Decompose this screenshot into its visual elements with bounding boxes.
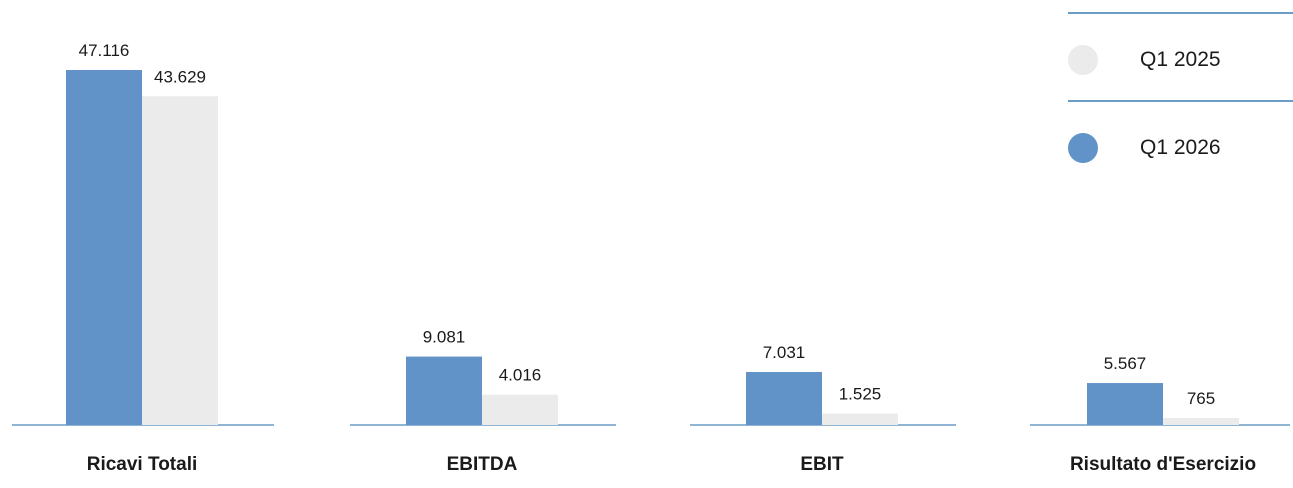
value-label-q1-2025-ebit: 1.525 xyxy=(839,385,882,404)
value-label-q1-2026-ricavi-totali: 47.116 xyxy=(79,41,130,60)
legend-item-q1-2026: Q1 2026 xyxy=(1068,100,1293,188)
chart-legend: Q1 2025 Q1 2026 xyxy=(1068,12,1293,188)
bar-q1-2026-ebit xyxy=(746,372,822,425)
value-label-q1-2025-ebitda: 4.016 xyxy=(499,366,542,385)
value-label-q1-2026-risultato-d-esercizio: 5.567 xyxy=(1104,354,1147,373)
bar-q1-2025-ebit xyxy=(822,413,898,425)
bar-q1-2026-ebitda xyxy=(406,356,482,425)
legend-label-q1-2026: Q1 2026 xyxy=(1140,136,1221,159)
bar-q1-2025-risultato-d-esercizio xyxy=(1163,418,1239,425)
legend-item-q1-2025: Q1 2025 xyxy=(1068,12,1293,100)
bar-q1-2025-ebitda xyxy=(482,394,558,425)
category-label-ebitda: EBITDA xyxy=(447,454,518,475)
value-label-q1-2025-ricavi-totali: 43.629 xyxy=(154,67,206,86)
legend-swatch-q1-2026 xyxy=(1068,133,1098,163)
value-label-q1-2026-ebit: 7.031 xyxy=(763,343,806,362)
bar-q1-2026-ricavi-totali xyxy=(66,70,142,425)
legend-label-q1-2025: Q1 2025 xyxy=(1140,48,1221,71)
bar-q1-2025-ricavi-totali xyxy=(142,96,218,425)
value-label-q1-2026-ebitda: 9.081 xyxy=(423,328,466,347)
category-label-risultato-d-esercizio: Risultato d'Esercizio xyxy=(1070,454,1256,475)
value-label-q1-2025-risultato-d-esercizio: 765 xyxy=(1187,389,1215,408)
category-label-ebit: EBIT xyxy=(800,454,844,475)
legend-swatch-q1-2025 xyxy=(1068,45,1098,75)
category-label-ricavi-totali: Ricavi Totali xyxy=(87,454,198,475)
bar-q1-2026-risultato-d-esercizio xyxy=(1087,383,1163,425)
